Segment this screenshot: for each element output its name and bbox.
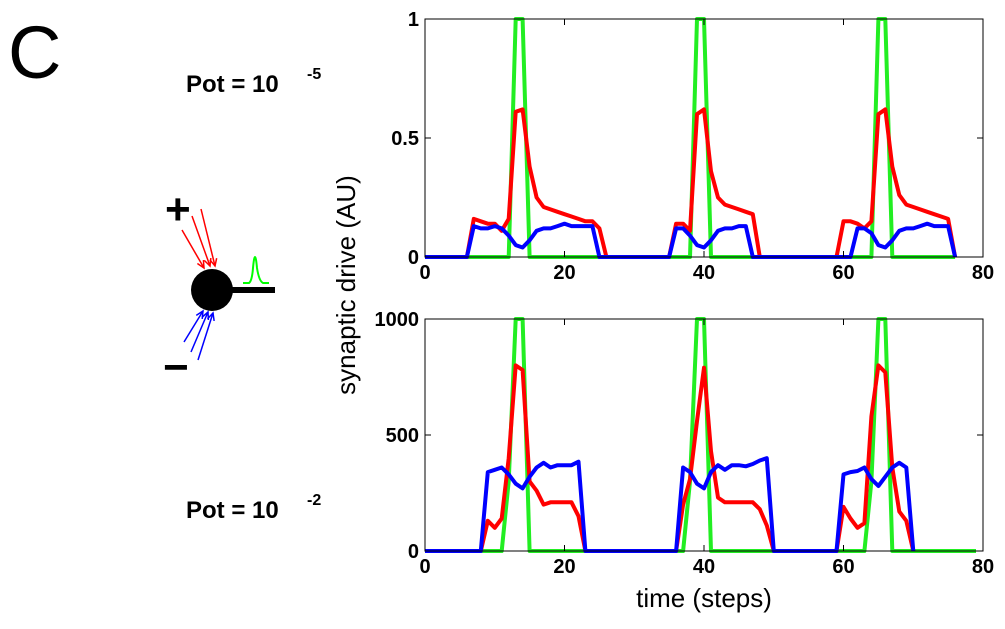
chart-bottom: 0 20 40 60 80 0 500 1000 time (steps) (375, 309, 995, 613)
neuron-diagram: + − (163, 185, 275, 392)
inhibitory-arrow (190, 310, 210, 353)
x-axis-label: time (steps) (636, 583, 772, 613)
x-tick-label: 60 (832, 556, 854, 578)
excitatory-arrow (200, 208, 218, 268)
spike-icon (243, 256, 269, 284)
neuron-body (191, 269, 233, 311)
y-tick-label: 0 (408, 247, 419, 269)
panel-letter: C (8, 11, 61, 94)
y-tick-label: 0.5 (391, 128, 419, 150)
x-tick-label: 40 (693, 556, 715, 578)
x-tick-label: 20 (553, 262, 575, 284)
x-tick-label: 20 (553, 556, 575, 578)
chart-top: 0 20 40 60 80 0 0.5 1 (391, 9, 994, 284)
pot-label-top: Pot = 10 -5 (186, 66, 321, 98)
plus-sign: + (165, 185, 191, 234)
inhibitory-arrow (197, 311, 215, 361)
y-tick-label: 500 (386, 425, 419, 447)
pot-bottom-exponent: -2 (307, 492, 321, 509)
excitatory-arrow (181, 229, 205, 270)
pot-label-bottom: Pot = 10 -2 (186, 492, 321, 524)
x-tick-label: 80 (972, 556, 994, 578)
pot-top-prefix: Pot = 10 (186, 71, 279, 98)
y-tick-label: 1000 (375, 309, 420, 331)
y-tick-label: 1 (408, 9, 419, 31)
x-tick-label: 80 (972, 262, 994, 284)
inhibitory-arrows (183, 309, 215, 361)
y-axis-label: synaptic drive (AU) (331, 175, 361, 395)
inhibitory-arrow (183, 309, 204, 343)
series-line (425, 221, 958, 259)
excitatory-arrow (191, 215, 212, 268)
x-tick-label: 60 (832, 262, 854, 284)
x-tick-label: 40 (693, 262, 715, 284)
series-line (425, 317, 976, 553)
pot-top-exponent: -5 (307, 66, 321, 83)
y-tick-label: 0 (408, 541, 419, 563)
series-line (425, 456, 916, 553)
x-tick-label: 0 (419, 556, 430, 578)
x-tick-label: 0 (419, 262, 430, 284)
pot-bottom-prefix: Pot = 10 (186, 497, 279, 524)
excitatory-arrows (181, 208, 218, 270)
series-line (425, 107, 958, 259)
series-line (425, 363, 916, 553)
minus-sign: − (163, 343, 189, 392)
